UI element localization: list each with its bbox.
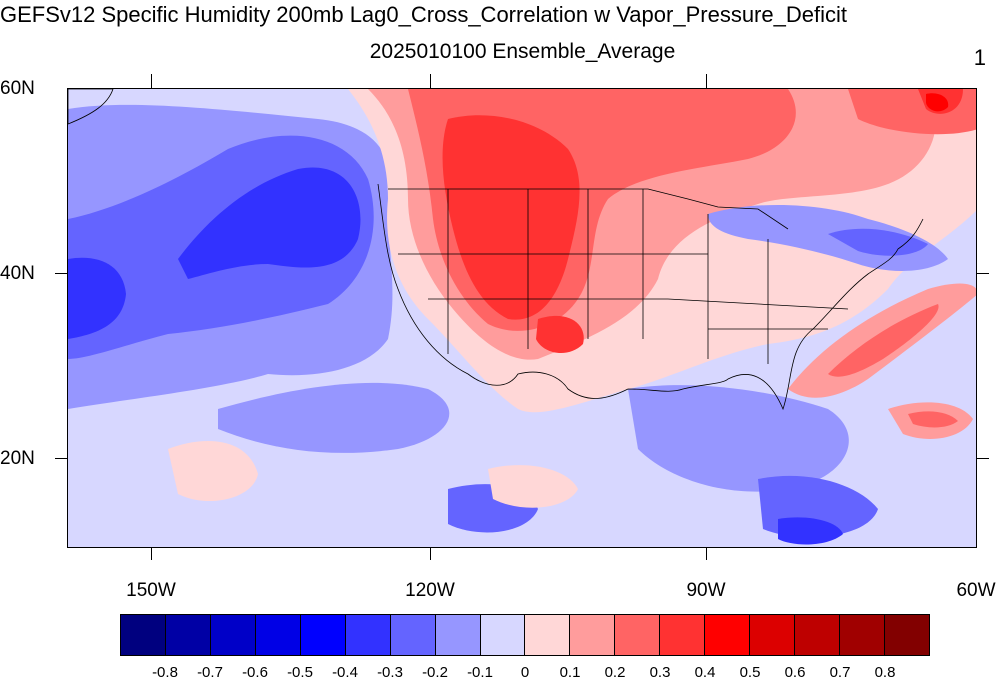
colorbar-box bbox=[121, 615, 166, 655]
colorbar-box bbox=[750, 615, 796, 655]
lon-label-120w: 120W bbox=[405, 580, 455, 601]
tick-top-90w bbox=[706, 74, 707, 88]
tick-bottom-150w bbox=[151, 548, 152, 560]
panel-number: 1 bbox=[973, 45, 986, 70]
tick-left-40n bbox=[55, 273, 67, 274]
map-subtitle: 2025010100 Ensemble_Average bbox=[369, 40, 676, 63]
lon-label-150w: 150W bbox=[126, 580, 176, 601]
colorbar-box bbox=[300, 615, 346, 655]
colorbar-box bbox=[570, 615, 616, 655]
colorbar-label: -0.4 bbox=[332, 664, 358, 681]
colorbar-box bbox=[165, 615, 211, 655]
colorbar-box bbox=[255, 615, 301, 655]
correlation-map bbox=[67, 88, 977, 548]
colorbar-box bbox=[525, 615, 571, 655]
tick-top-120w bbox=[430, 74, 431, 88]
colorbar-label: 0.7 bbox=[829, 664, 851, 681]
colorbar-box bbox=[660, 615, 706, 655]
map-field bbox=[68, 89, 976, 547]
colorbar-label: -0.1 bbox=[467, 664, 493, 681]
colorbar-box bbox=[795, 615, 840, 655]
tick-bottom-120w bbox=[430, 548, 431, 560]
colorbar-label: -0.7 bbox=[197, 664, 223, 681]
colorbar-label: 0.4 bbox=[694, 664, 716, 681]
colorbar bbox=[120, 614, 930, 656]
tick-right-20n bbox=[977, 458, 989, 459]
tick-right-40n bbox=[977, 273, 989, 274]
lat-label-60n: 60N bbox=[0, 78, 35, 99]
colorbar-label: -0.2 bbox=[422, 664, 448, 681]
tick-left-20n bbox=[55, 458, 67, 459]
tick-bottom-90w bbox=[706, 548, 707, 560]
colorbar-label: 0.1 bbox=[559, 664, 581, 681]
colorbar-box bbox=[210, 615, 256, 655]
colorbar-box bbox=[705, 615, 751, 655]
lon-label-60w: 60W bbox=[956, 580, 996, 601]
colorbar-box bbox=[615, 615, 661, 655]
colorbar-box bbox=[480, 615, 526, 655]
colorbar-label: 0.3 bbox=[649, 664, 671, 681]
colorbar-label: 0 bbox=[520, 664, 530, 681]
colorbar-box bbox=[345, 615, 391, 655]
colorbar-label: 0.5 bbox=[739, 664, 761, 681]
lon-label-90w: 90W bbox=[686, 580, 726, 601]
tick-top-150w bbox=[151, 74, 152, 88]
colorbar-label: -0.3 bbox=[377, 664, 403, 681]
map-title: GEFSv12 Specific Humidity 200mb Lag0_Cro… bbox=[0, 2, 847, 27]
colorbar-label: 0.8 bbox=[874, 664, 896, 681]
colorbar-box bbox=[840, 615, 885, 655]
lat-label-40n: 40N bbox=[0, 263, 35, 284]
colorbar-label: -0.6 bbox=[242, 664, 268, 681]
colorbar-box bbox=[884, 615, 929, 655]
lat-label-20n: 20N bbox=[0, 448, 35, 469]
colorbar-box bbox=[390, 615, 436, 655]
colorbar-label: -0.8 bbox=[152, 664, 178, 681]
colorbar-label: 0.2 bbox=[604, 664, 626, 681]
colorbar-label: -0.5 bbox=[287, 664, 313, 681]
colorbar-label: 0.6 bbox=[784, 664, 806, 681]
colorbar-box bbox=[435, 615, 481, 655]
